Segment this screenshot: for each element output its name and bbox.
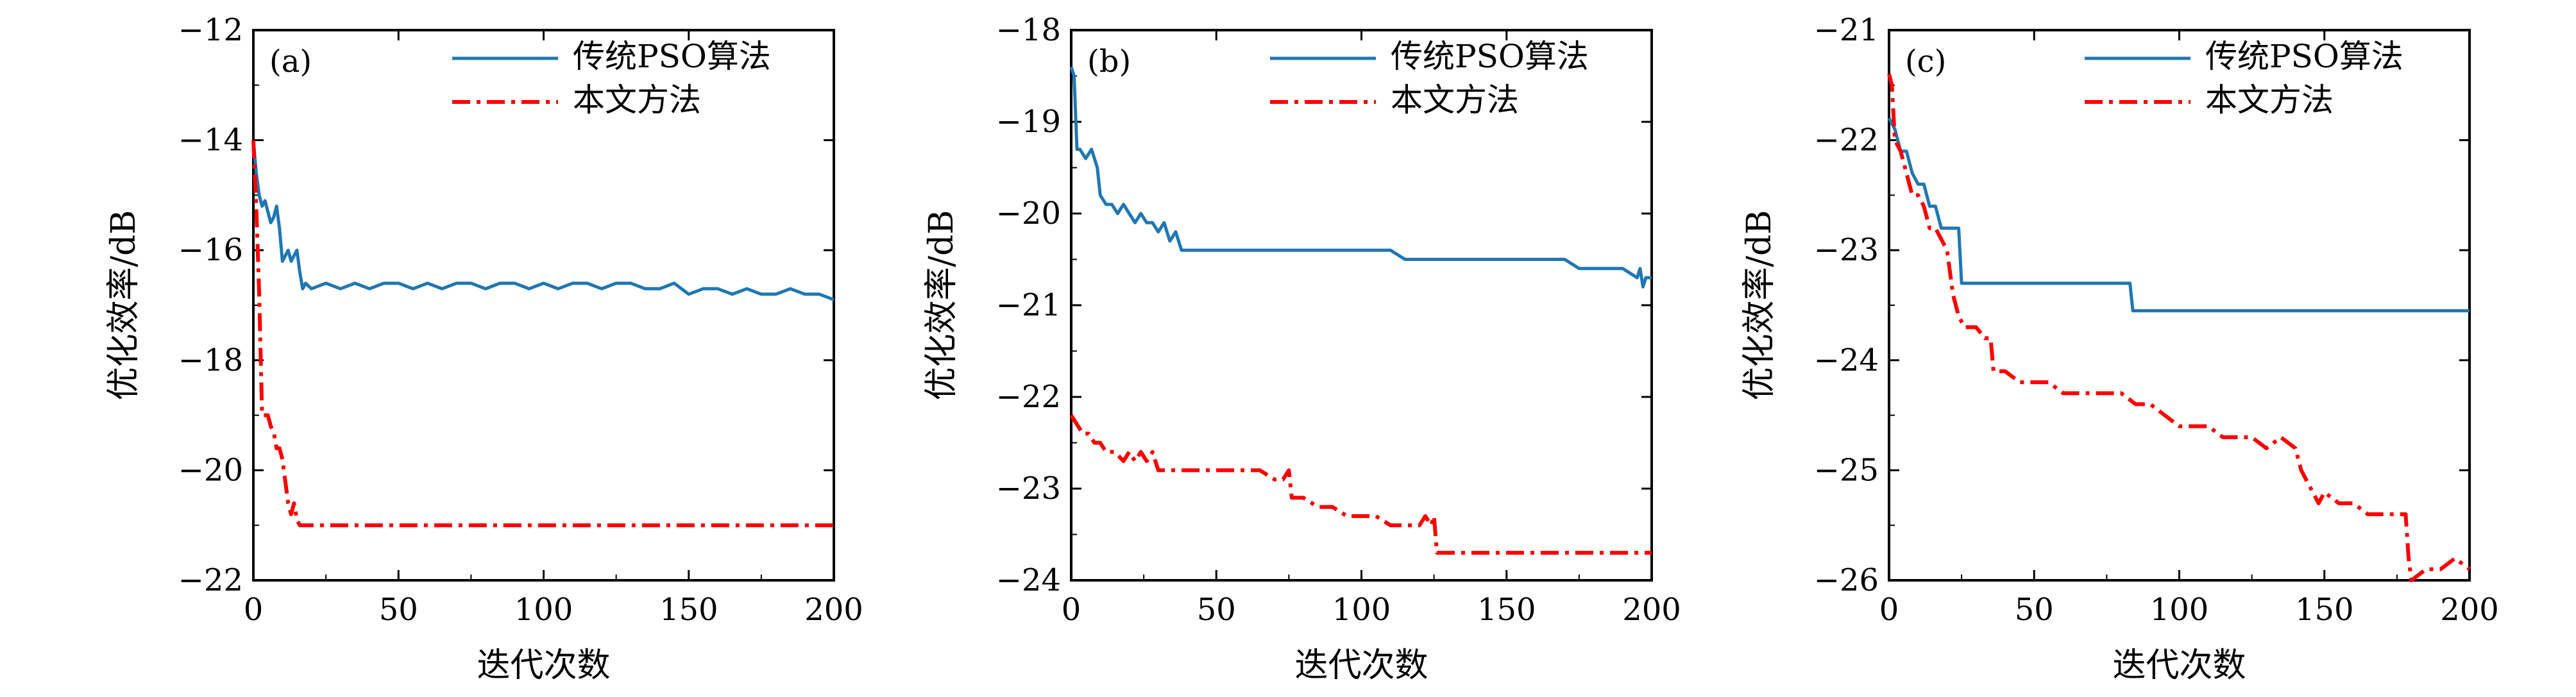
y-tick-label: −24: [996, 562, 1061, 598]
x-tick-label: 50: [2015, 592, 2054, 628]
series-line-proposed-method: [251, 140, 834, 528]
y-tick-label: −26: [1814, 562, 1879, 598]
legend-label-traditional: 传统PSO算法: [1391, 38, 1589, 75]
y-axis-label: 优化效率/dB: [105, 210, 143, 400]
ticks: 0 50 100 150 200 −24 −23 −22 −21 −20 −19 −18: [996, 12, 1681, 628]
y-axis-label: 优化效率/dB: [1740, 210, 1779, 400]
x-tick-label: 200: [2440, 592, 2499, 628]
series-line-traditional-pso: [251, 140, 835, 301]
x-tick-label: 100: [1332, 592, 1391, 628]
y-tick-label: −23: [996, 471, 1061, 507]
x-tick-label: 0: [244, 592, 264, 628]
y-tick-label: −22: [178, 562, 243, 598]
ticks: 0 50 100 150 200 −26 −25 −24 −23 −22 −21: [1814, 12, 2499, 628]
legend-label-traditional: 传统PSO算法: [2205, 38, 2403, 75]
x-axis-label: 迭代次数: [477, 646, 610, 685]
legend-label-proposed: 本文方法: [2205, 81, 2334, 119]
y-tick-label: −24: [1814, 342, 1879, 378]
y-tick-label: −18: [178, 342, 243, 378]
y-tick-label: −25: [1814, 452, 1879, 488]
x-tick-label: 200: [804, 592, 863, 628]
x-tick-label: 0: [1062, 592, 1081, 628]
series-layer: [1069, 66, 1652, 555]
y-tick-label: −18: [996, 12, 1061, 48]
series-line-traditional-pso: [1887, 117, 2470, 313]
y-tick-label: −22: [996, 379, 1061, 415]
y-tick-label: −21: [1814, 12, 1879, 48]
legend-label-proposed: 本文方法: [573, 81, 701, 119]
y-tick-label: −20: [996, 196, 1061, 231]
y-tick-label: −12: [178, 12, 243, 48]
y-tick-label: −23: [1814, 232, 1879, 268]
panel-label: (a): [269, 44, 312, 80]
y-tick-label: −21: [996, 287, 1061, 323]
legend: 传统PSO算法 本文方法: [1270, 38, 1589, 119]
x-tick-label: 50: [379, 592, 418, 628]
panel-a: 0 50 100 150 200 −22 −20 −18 −16 −14 −12 (a) 传统PSO…: [105, 12, 863, 685]
y-tick-label: −20: [178, 452, 243, 488]
x-tick-label: 0: [1879, 592, 1899, 628]
legend-label-proposed: 本文方法: [1391, 81, 1519, 119]
series-line-proposed-method: [1887, 73, 2471, 582]
series-layer: [1887, 73, 2471, 582]
y-axis-label: 优化效率/dB: [922, 210, 961, 400]
panel-label: (c): [1905, 44, 1946, 80]
legend: 传统PSO算法 本文方法: [2085, 38, 2403, 119]
plot-area: [1070, 29, 1653, 582]
panel-label: (b): [1087, 44, 1131, 80]
x-axis-label: 迭代次数: [2112, 646, 2246, 685]
x-axis-label: 迭代次数: [1294, 646, 1428, 685]
x-tick-label: 100: [514, 592, 573, 628]
legend: 传统PSO算法 本文方法: [452, 38, 771, 119]
y-tick-label: −16: [178, 232, 243, 268]
panel-c: 0 50 100 150 200 −26 −25 −24 −23 −22 −21 (c) 传统PSO…: [1740, 12, 2499, 685]
x-tick-label: 150: [659, 592, 718, 628]
y-tick-label: −22: [1814, 122, 1879, 158]
plot-area: [1888, 29, 2471, 582]
series-line-traditional-pso: [1069, 66, 1652, 289]
y-tick-label: −14: [178, 122, 243, 158]
y-tick-label: −19: [996, 104, 1061, 140]
x-tick-label: 200: [1622, 592, 1681, 628]
legend-label-traditional: 传统PSO算法: [573, 38, 771, 75]
panel-b: 0 50 100 150 200 −24 −23 −22 −21 −20 −19 −18 (b) 传统…: [922, 12, 1681, 685]
ticks: 0 50 100 150 200 −22 −20 −18 −16 −14 −12: [178, 12, 863, 628]
series-layer: [251, 140, 835, 528]
series-line-proposed-method: [1069, 414, 1652, 555]
x-tick-label: 150: [2295, 592, 2354, 628]
plot-area: [252, 29, 835, 582]
x-tick-label: 150: [1477, 592, 1536, 628]
x-tick-label: 100: [2150, 592, 2209, 628]
x-tick-label: 50: [1197, 592, 1236, 628]
